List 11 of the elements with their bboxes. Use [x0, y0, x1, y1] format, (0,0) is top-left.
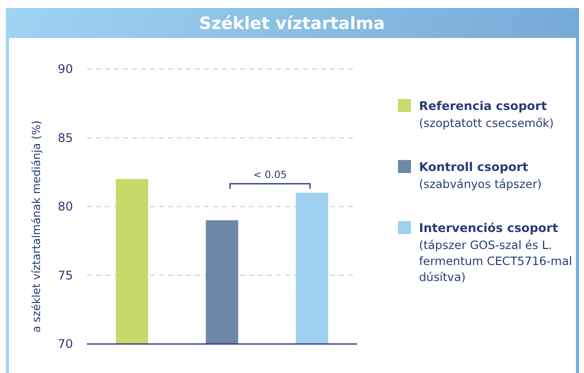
legend-label: Kontroll csoport (szabványos tápszer): [419, 160, 542, 191]
chart-title: Széklet víztartalma: [199, 14, 385, 34]
annotation: < 0.05: [253, 170, 287, 181]
legend-label: Referencia csoport (szoptatott csecsemők): [419, 99, 554, 130]
y-axis-title: a széklet víztartalmának mediánja (%): [30, 120, 43, 333]
y-tick-label: 85: [58, 130, 73, 145]
legend-label: Intervenciós csoport (tápszer GOS-szal és L. fermentum CECT5716-mal dúsítva): [419, 221, 572, 284]
y-tick-label: 90: [58, 62, 73, 76]
y-tick-label: 75: [58, 268, 73, 282]
y-tick-label: 70: [58, 337, 73, 351]
y-tick-label: 80: [58, 200, 73, 214]
